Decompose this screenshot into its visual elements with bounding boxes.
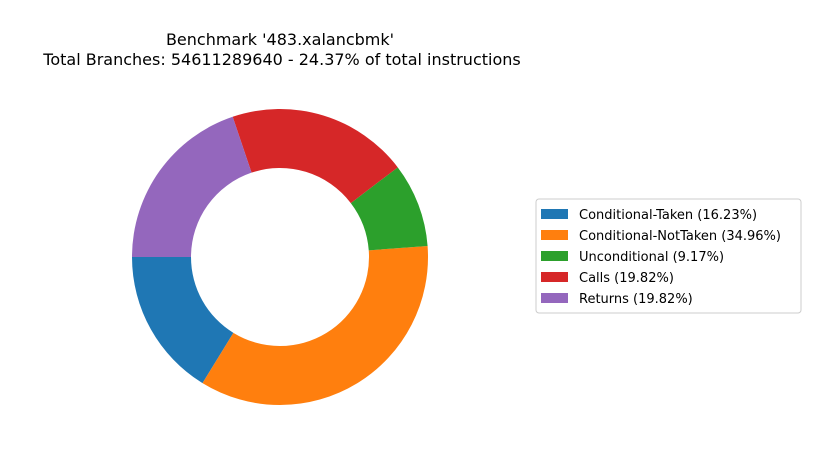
donut-slice-3 bbox=[232, 109, 398, 204]
legend-box bbox=[535, 198, 802, 314]
legend-swatch-1 bbox=[541, 230, 568, 240]
donut-slice-0 bbox=[132, 257, 234, 384]
chart-title-line-1: Benchmark '483.xalancbmk' bbox=[166, 30, 394, 49]
legend-label-0: Conditional-Taken (16.23%) bbox=[579, 208, 757, 223]
legend-label-1: Conditional-NotTaken (34.96%) bbox=[579, 229, 781, 244]
chart-title-line-2: Total Branches: 54611289640 - 24.37% of … bbox=[42, 50, 520, 69]
legend-label-3: Calls (19.82%) bbox=[579, 271, 674, 286]
donut-slice-1 bbox=[202, 245, 428, 405]
legend-label-4: Returns (19.82%) bbox=[579, 292, 693, 307]
legend-swatch-0 bbox=[541, 209, 568, 219]
donut-slice-2 bbox=[350, 167, 428, 251]
legend-swatch-3 bbox=[541, 272, 568, 282]
legend-label-2: Unconditional (9.17%) bbox=[579, 250, 724, 265]
legend-swatch-4 bbox=[541, 293, 568, 303]
legend-swatch-2 bbox=[541, 251, 568, 261]
donut-slices bbox=[132, 109, 428, 405]
legend: Conditional-Taken (16.23%) Conditional-No… bbox=[535, 198, 802, 314]
donut-slice-4 bbox=[132, 116, 252, 258]
